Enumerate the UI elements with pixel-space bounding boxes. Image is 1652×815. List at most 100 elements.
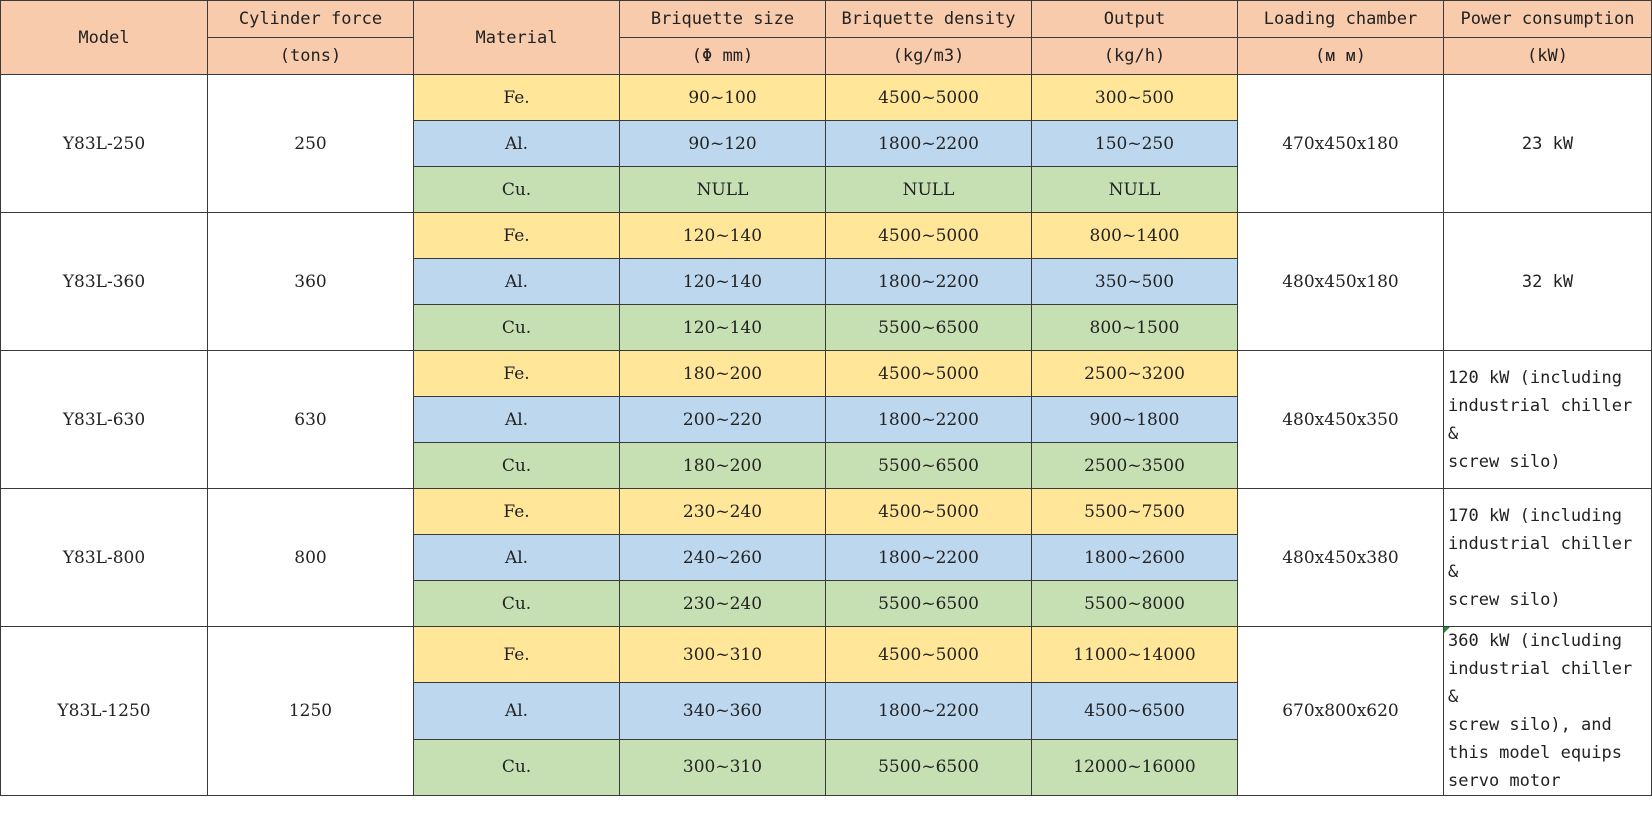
loading-chamber: 670x800x620 xyxy=(1237,626,1444,796)
material-cell: Fe. xyxy=(413,212,620,259)
briquette-density-cell: 1800~2200 xyxy=(825,396,1032,443)
briquette-size-cell: 180~200 xyxy=(619,350,826,397)
model-name: Y83L-800 xyxy=(0,488,208,627)
briquette-size-cell: 300~310 xyxy=(619,738,826,797)
material-cell: Cu. xyxy=(413,442,620,489)
header-briquette-size-unit: (Φ mm) xyxy=(619,37,826,75)
header-briquette-density: Briquette density xyxy=(825,0,1032,38)
cylinder-force: 250 xyxy=(207,74,414,213)
header-loading-chamber: Loading chamber xyxy=(1237,0,1444,38)
table-row: Y83L-800 800 Fe. 230~240 4500~5000 5500~… xyxy=(0,488,1652,627)
table-row: Cu. 300~310 5500~6500 12000~16000 xyxy=(1,738,1652,797)
material-cell: Al. xyxy=(413,396,620,443)
cylinder-force: 360 xyxy=(207,212,414,351)
briquette-density-cell: 4500~5000 xyxy=(825,625,1032,684)
model-name: Y83L-250 xyxy=(0,74,208,213)
briquette-density-cell: 1800~2200 xyxy=(825,258,1032,305)
briquette-density-cell: 4500~5000 xyxy=(825,74,1032,121)
briquette-density-cell: 4500~5000 xyxy=(825,350,1032,397)
table-row: Y83L-1250 1250 Fe. 300~310 4500~5000 110… xyxy=(0,625,1652,796)
output-cell: 12000~16000 xyxy=(1031,738,1238,797)
loading-chamber: 480x450x180 xyxy=(1237,212,1444,351)
power-line: 170 kW (including xyxy=(1448,505,1622,526)
briquette-size-cell: 340~360 xyxy=(619,682,826,740)
briquette-size-cell: 90~100 xyxy=(619,74,826,121)
cylinder-force: 800 xyxy=(207,488,414,627)
power-consumption: 23 kW xyxy=(1443,74,1652,213)
material-cell: Al. xyxy=(413,534,620,581)
briquette-density-cell: 5500~6500 xyxy=(825,738,1032,797)
header-briquette-density-unit: (kg/m3) xyxy=(825,37,1032,75)
power-consumption: 120 kW (including industrial chiller & s… xyxy=(1443,350,1652,489)
header-cylinder-force: Cylinder force xyxy=(207,0,414,38)
material-cell: Fe. xyxy=(413,350,620,397)
material-cell: Al. xyxy=(413,120,620,167)
power-line: industrial chiller & xyxy=(1448,395,1633,444)
table-row: Al. 120~140 1800~2200 350~500 xyxy=(1,258,1652,305)
output-cell: 350~500 xyxy=(1031,258,1238,305)
briquette-size-cell: 120~140 xyxy=(619,258,826,305)
comment-marker-icon xyxy=(1444,627,1450,633)
briquette-density-cell: NULL xyxy=(825,166,1032,213)
briquette-density-cell: 4500~5000 xyxy=(825,488,1032,535)
power-line: screw silo) xyxy=(1448,589,1561,610)
power-line: screw silo) xyxy=(1448,451,1561,472)
output-cell: 900~1800 xyxy=(1031,396,1238,443)
header-briquette-size: Briquette size xyxy=(619,0,826,38)
briquette-density-cell: 1800~2200 xyxy=(825,682,1032,740)
table-row: Cu. 120~140 5500~6500 800~1500 xyxy=(1,304,1652,351)
output-cell: NULL xyxy=(1031,166,1238,213)
briquette-size-cell: 300~310 xyxy=(619,625,826,684)
header-material: Material xyxy=(413,0,620,75)
material-cell: Al. xyxy=(413,258,620,305)
table-row: Y83L-360 360 Fe. 120~140 4500~5000 800~1… xyxy=(0,212,1652,351)
briquette-size-cell: 120~140 xyxy=(619,212,826,259)
briquette-size-cell: 240~260 xyxy=(619,534,826,581)
power-consumption: 32 kW xyxy=(1443,212,1652,351)
cylinder-force: 1250 xyxy=(207,626,414,796)
output-cell: 150~250 xyxy=(1031,120,1238,167)
output-cell: 300~500 xyxy=(1031,74,1238,121)
briquette-size-cell: 200~220 xyxy=(619,396,826,443)
briquette-size-cell: 90~120 xyxy=(619,120,826,167)
model-name: Y83L-630 xyxy=(0,350,208,489)
table-row: Y83L-250 250 Fe. 90~100 4500~5000 300~50… xyxy=(0,74,1652,213)
table-row: Al. 200~220 1800~2200 900~1800 xyxy=(1,396,1652,443)
header-power-consumption: Power consumption xyxy=(1443,0,1652,38)
briquette-density-cell: 5500~6500 xyxy=(825,442,1032,489)
output-cell: 11000~14000 xyxy=(1031,625,1238,684)
power-line: screw silo), and xyxy=(1448,715,1612,735)
output-cell: 5500~8000 xyxy=(1031,580,1238,627)
material-cell: Fe. xyxy=(413,625,620,684)
power-line: industrial chiller & xyxy=(1448,659,1633,707)
material-cell: Cu. xyxy=(413,304,620,351)
briquette-size-cell: 230~240 xyxy=(619,580,826,627)
header-power-consumption-unit: (kW) xyxy=(1443,37,1652,75)
specs-table: Model Cylinder force Material Briquette … xyxy=(0,0,1652,797)
table-row: Y83L-630 630 Fe. 180~200 4500~5000 2500~… xyxy=(0,350,1652,489)
material-cell: Al. xyxy=(413,682,620,740)
material-cell: Cu. xyxy=(413,738,620,797)
cylinder-force: 630 xyxy=(207,350,414,489)
briquette-density-cell: 4500~5000 xyxy=(825,212,1032,259)
header-model: Model xyxy=(0,0,208,75)
briquette-density-cell: 5500~6500 xyxy=(825,580,1032,627)
output-cell: 5500~7500 xyxy=(1031,488,1238,535)
briquette-size-cell: 180~200 xyxy=(619,442,826,489)
briquette-size-cell: 120~140 xyxy=(619,304,826,351)
power-consumption: 360 kW (including industrial chiller & s… xyxy=(1443,626,1652,796)
output-cell: 2500~3200 xyxy=(1031,350,1238,397)
output-cell: 800~1400 xyxy=(1031,212,1238,259)
loading-chamber: 480x450x350 xyxy=(1237,350,1444,489)
header-output: Output xyxy=(1031,0,1238,38)
table-row: Cu. 180~200 5500~6500 2500~3500 xyxy=(1,442,1652,489)
briquette-density-cell: 1800~2200 xyxy=(825,120,1032,167)
loading-chamber: 470x450x180 xyxy=(1237,74,1444,213)
power-consumption: 170 kW (including industrial chiller & s… xyxy=(1443,488,1652,627)
material-cell: Cu. xyxy=(413,166,620,213)
briquette-size-cell: NULL xyxy=(619,166,826,213)
power-line: servo motor xyxy=(1448,771,1561,791)
briquette-size-cell: 230~240 xyxy=(619,488,826,535)
output-cell: 2500~3500 xyxy=(1031,442,1238,489)
power-line: 360 kW (including xyxy=(1448,631,1622,651)
